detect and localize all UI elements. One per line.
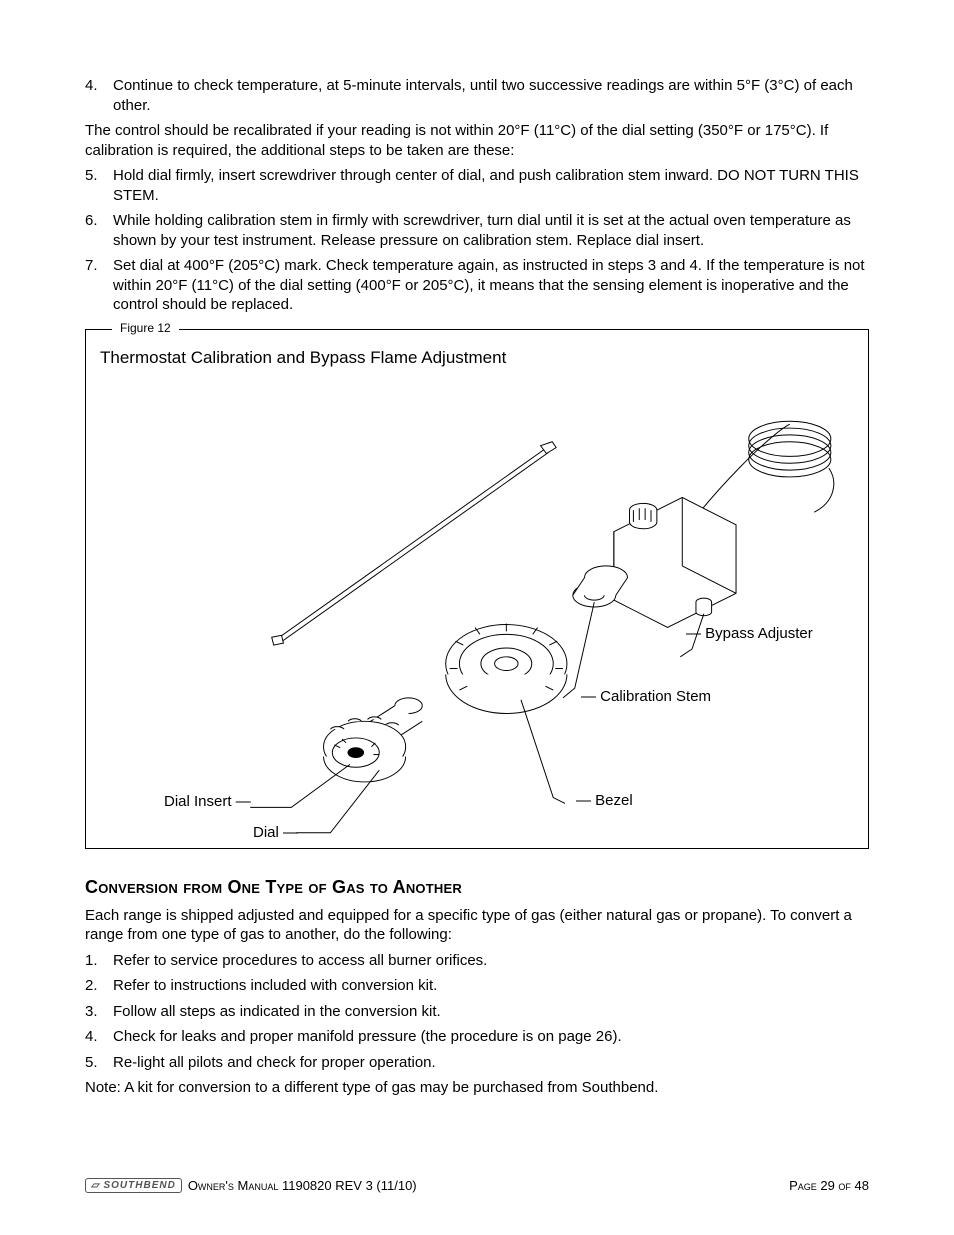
- mid-paragraph: The control should be recalibrated if yo…: [85, 121, 869, 160]
- logo-text: SOUTHBEND: [103, 1180, 175, 1191]
- callout-calib-text: Calibration Stem: [600, 688, 711, 705]
- list-item-text: Follow all steps as indicated in the con…: [113, 1002, 869, 1022]
- list-item-number: 3.: [85, 1002, 113, 1022]
- callout-dial-insert-text: Dial Insert: [164, 793, 232, 810]
- figure-label-text: Figure 12: [120, 321, 171, 335]
- list-item: 4.Check for leaks and proper manifold pr…: [85, 1027, 869, 1047]
- list-item-text: While holding calibration stem in firmly…: [113, 211, 869, 250]
- list-item: 6.While holding calibration stem in firm…: [85, 211, 869, 250]
- list-item-number: 6.: [85, 211, 113, 250]
- list-item-text: Hold dial firmly, insert screwdriver thr…: [113, 166, 869, 205]
- steps-b: 5.Hold dial firmly, insert screwdriver t…: [85, 166, 869, 315]
- callout-bypass: — Bypass Adjuster: [686, 625, 813, 642]
- list-item-text: Refer to service procedures to access al…: [113, 951, 869, 971]
- page-footer: ▱ SOUTHBEND Owner's Manual 1190820 REV 3…: [85, 1178, 869, 1193]
- conversion-steps: 1.Refer to service procedures to access …: [85, 951, 869, 1073]
- list-item-number: 5.: [85, 1053, 113, 1073]
- callout-dial: Dial —: [253, 824, 298, 841]
- list-item-number: 5.: [85, 166, 113, 205]
- steps-a: 4.Continue to check temperature, at 5-mi…: [85, 76, 869, 115]
- list-item-text: Refer to instructions included with conv…: [113, 976, 869, 996]
- list-item-number: 4.: [85, 1027, 113, 1047]
- list-item: 3.Follow all steps as indicated in the c…: [85, 1002, 869, 1022]
- list-item-text: Continue to check temperature, at 5-minu…: [113, 76, 869, 115]
- conversion-intro: Each range is shipped adjusted and equip…: [85, 906, 869, 945]
- figure-title: Thermostat Calibration and Bypass Flame …: [100, 348, 506, 368]
- list-item: 5.Re-light all pilots and check for prop…: [85, 1053, 869, 1073]
- callout-bezel: — Bezel: [576, 792, 633, 809]
- list-item: 7.Set dial at 400°F (205°C) mark. Check …: [85, 256, 869, 315]
- list-item-number: 4.: [85, 76, 113, 115]
- footer-page: Page 29 of 48: [789, 1178, 869, 1193]
- list-item: 1.Refer to service procedures to access …: [85, 951, 869, 971]
- conversion-note: Note: A kit for conversion to a differen…: [85, 1078, 869, 1098]
- list-item-number: 2.: [85, 976, 113, 996]
- southbend-logo: ▱ SOUTHBEND: [85, 1178, 182, 1193]
- callout-dial-text: Dial: [253, 824, 279, 841]
- figure-diagram: [86, 370, 868, 840]
- callout-bypass-text: Bypass Adjuster: [705, 625, 813, 642]
- footer-left: ▱ SOUTHBEND Owner's Manual 1190820 REV 3…: [85, 1178, 417, 1193]
- list-item-text: Check for leaks and proper manifold pres…: [113, 1027, 869, 1047]
- callout-calib: — Calibration Stem: [581, 688, 711, 705]
- list-item-text: Re-light all pilots and check for proper…: [113, 1053, 869, 1073]
- section-heading-conversion: Conversion from One Type of Gas to Anoth…: [85, 877, 869, 898]
- list-item: 5.Hold dial firmly, insert screwdriver t…: [85, 166, 869, 205]
- callout-bezel-text: Bezel: [595, 792, 633, 809]
- figure-12: Figure 12 Thermostat Calibration and Byp…: [85, 329, 869, 849]
- list-item-number: 1.: [85, 951, 113, 971]
- list-item-text: Set dial at 400°F (205°C) mark. Check te…: [113, 256, 869, 315]
- figure-label: Figure 12: [112, 321, 179, 335]
- list-item: 2.Refer to instructions included with co…: [85, 976, 869, 996]
- list-item-number: 7.: [85, 256, 113, 315]
- footer-manual: Owner's Manual 1190820 REV 3 (11/10): [188, 1178, 417, 1193]
- list-item: 4.Continue to check temperature, at 5-mi…: [85, 76, 869, 115]
- callout-dial-insert: Dial Insert —: [164, 793, 251, 810]
- page: 4.Continue to check temperature, at 5-mi…: [0, 0, 954, 1235]
